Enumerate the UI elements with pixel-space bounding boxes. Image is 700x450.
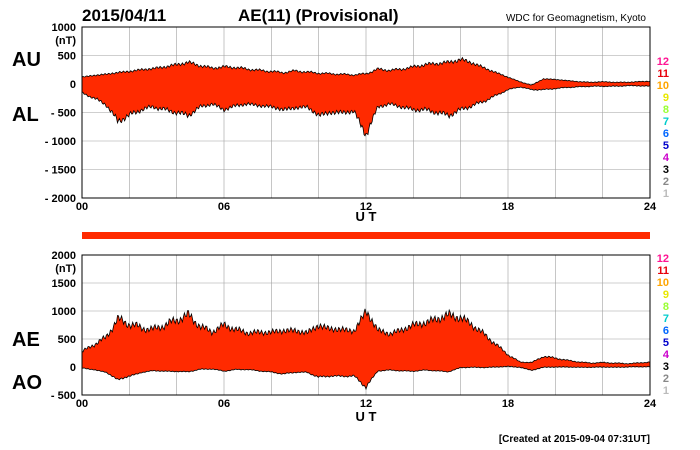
x-axis-label: U T: [356, 209, 377, 224]
x-tick-label: 06: [218, 398, 230, 410]
station-legend-item: 11: [657, 68, 669, 80]
x-axis-label: U T: [356, 409, 377, 424]
y-tick-label: 1000: [52, 22, 76, 34]
y-tick-label: 1000: [52, 306, 76, 318]
created-timestamp: [Created at 2015-09-04 07:31UT]: [499, 434, 650, 445]
y-tick-label: 500: [58, 334, 76, 346]
plot-frame: [81, 254, 651, 396]
x-tick-label: 24: [644, 398, 657, 410]
series-line-al: [81, 84, 651, 137]
series-label-al: AL: [12, 104, 39, 126]
y-tick-label: 500: [58, 51, 76, 63]
x-tick-label: 00: [76, 201, 88, 213]
series-label-ae: AE: [12, 329, 40, 351]
x-tick-label: 00: [76, 398, 88, 410]
station-legend-item: 1: [663, 385, 669, 397]
y-tick-label: - 2000: [45, 193, 76, 205]
station-legend-item: 2: [663, 373, 669, 385]
station-legend-item: 3: [663, 164, 669, 176]
y-tick-label: 1500: [52, 278, 76, 290]
y-tick-label: - 1000: [45, 136, 76, 148]
station-legend-item: 8: [663, 104, 669, 116]
station-legend-item: 8: [663, 301, 669, 313]
date-title: 2015/04/11: [82, 6, 166, 25]
series-area-fill: [82, 308, 650, 389]
station-legend-item: 10: [657, 80, 669, 92]
station-legend-item: 4: [663, 349, 670, 361]
series-line-ao: [81, 365, 651, 391]
plot-frame: [81, 26, 651, 199]
series-line-ae: [81, 308, 651, 365]
separator-bar: [82, 232, 650, 239]
station-legend-item: 6: [663, 128, 669, 140]
station-legend-item: 7: [663, 116, 669, 128]
station-legend-item: 5: [663, 140, 669, 152]
series-label-ao: AO: [12, 372, 42, 394]
station-legend-item: 4: [663, 152, 670, 164]
unit-label: (nT): [55, 35, 76, 47]
series-line-au: [81, 56, 651, 86]
station-legend-item: 3: [663, 361, 669, 373]
y-tick-label: 0: [70, 79, 76, 91]
x-tick-label: 18: [502, 201, 514, 213]
index-title: AE(11) (Provisional): [238, 6, 399, 25]
station-legend-item: 5: [663, 337, 669, 349]
station-legend-item: 12: [657, 56, 669, 68]
series-label-au: AU: [12, 49, 41, 71]
x-tick-label: 24: [644, 201, 657, 213]
station-legend-item: 6: [663, 325, 669, 337]
unit-label: (nT): [55, 263, 76, 275]
x-tick-label: 18: [502, 398, 514, 410]
x-tick-label: 12: [360, 398, 372, 410]
station-legend-item: 10: [657, 277, 669, 289]
au-al-panel: 1000 500 0 - 500 - 1000 - 1500 - 2000 (nT) 00 06 1…: [12, 22, 657, 224]
y-tick-label: - 500: [51, 390, 76, 402]
station-legend-item: 1: [663, 188, 669, 200]
y-tick-label: 0: [70, 362, 76, 374]
y-tick-label: 2000: [52, 250, 76, 262]
station-legend-item: 9: [663, 289, 669, 301]
station-legend-item: 2: [663, 176, 669, 188]
y-tick-label: - 1500: [45, 165, 76, 177]
series-area-fill: [82, 57, 650, 136]
station-legend-item: 9: [663, 92, 669, 104]
station-legend-item: 12: [657, 253, 669, 265]
x-tick-label: 06: [218, 201, 230, 213]
x-tick-label: 12: [360, 201, 372, 213]
station-legend-item: 7: [663, 313, 669, 325]
ae-ao-panel: 2000 1500 1000 500 0 - 500 (nT) 00 06 12 18 24 U T AE…: [12, 250, 657, 424]
source-label: WDC for Geomagnetism, Kyoto: [506, 13, 646, 24]
y-tick-label: - 500: [51, 108, 76, 120]
station-legend-item: 11: [657, 265, 669, 277]
